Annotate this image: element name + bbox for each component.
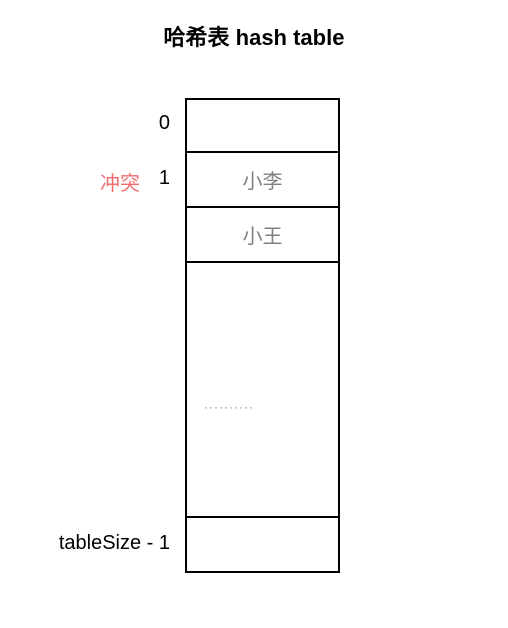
diagram-title: 哈希表 hash table: [0, 20, 508, 52]
index-label: tableSize - 1: [59, 532, 170, 555]
hash-table-cell: [185, 518, 340, 573]
index-label: 1: [159, 167, 170, 190]
hash-table-diagram: 哈希表 hash table 小李小王 0 1 tableSize - 1 冲突 ·····…: [0, 0, 508, 628]
hash-table-cell-value: 小王: [243, 220, 283, 249]
hash-table-cell: 小王: [185, 208, 340, 263]
ellipsis-icon: ··········: [204, 400, 254, 414]
hash-table-cell: 小李: [185, 153, 340, 208]
collision-label: 冲突: [100, 167, 140, 196]
hash-table-cell-value: 小李: [243, 165, 283, 194]
hash-table-cell: [185, 263, 340, 518]
index-label: 0: [159, 112, 170, 135]
hash-table-cell: [185, 98, 340, 153]
